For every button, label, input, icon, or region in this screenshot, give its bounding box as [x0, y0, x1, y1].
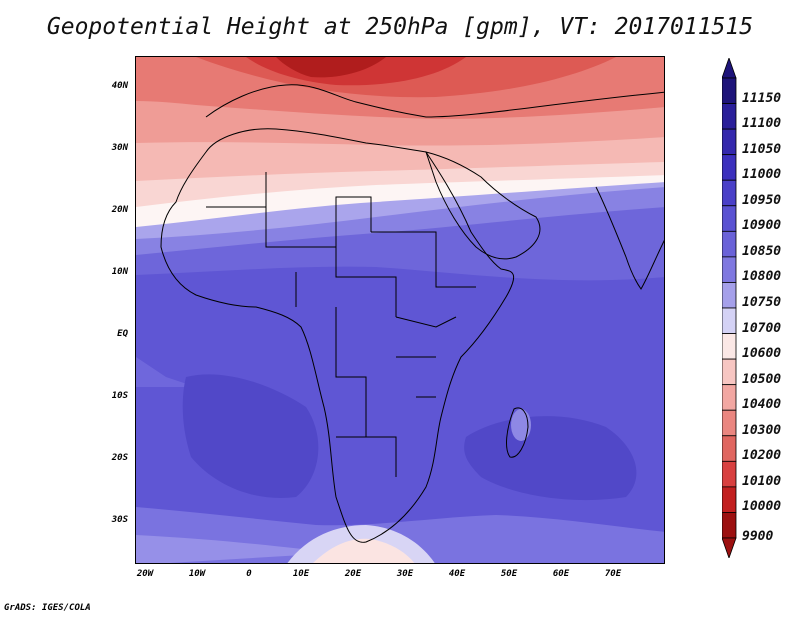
- colorbar-tick-label: 10950: [742, 192, 782, 208]
- colorbar-tick-label: 9900: [742, 529, 774, 544]
- colorbar-tick-label: 10750: [742, 295, 782, 310]
- country-borders: [206, 172, 476, 477]
- madagascar-coastline: [506, 407, 529, 458]
- colorbar-tick-label: 11150: [742, 90, 782, 106]
- plot-title: Geopotential Height at 250hPa [gpm], VT:…: [46, 14, 754, 40]
- lat-label-eq: EQ: [117, 329, 128, 339]
- lat-label-20n: 20N: [111, 205, 128, 215]
- lon-label-50e: 50E: [500, 569, 518, 579]
- lon-label-70e: 70E: [604, 569, 622, 579]
- lon-label-20w: 20W: [136, 569, 154, 579]
- colorbar-swatch: [722, 230, 737, 258]
- lon-label-10w: 10W: [188, 569, 206, 579]
- colorbar-swatch: [722, 384, 737, 411]
- colorbar-swatch: [722, 205, 737, 232]
- colorbar-swatch: [722, 307, 737, 334]
- coastline-layer: [160, 84, 664, 543]
- colorbar: [722, 58, 737, 558]
- colorbar-tick-label: 10850: [742, 243, 782, 259]
- colorbar-swatch: [722, 333, 737, 360]
- footer-credit: GrADS: IGES/COLA: [4, 603, 91, 613]
- field-fill-madagascar: [511, 409, 531, 441]
- colorbar-swatch: [722, 358, 737, 386]
- field-fill-10000: [276, 57, 386, 78]
- colorbar-tick-label: 10400: [742, 397, 782, 413]
- lat-label-40n: 40N: [111, 81, 128, 91]
- colorbar-tick-label: 11000: [742, 167, 782, 183]
- colorbar-swatch: [722, 154, 737, 181]
- colorbar-swatch: [722, 256, 737, 283]
- field-fill-southwest: [136, 357, 196, 387]
- colorbar-tick-label: 10900: [742, 218, 782, 234]
- colorbar-swatch: [722, 128, 737, 156]
- colorbar-tick-label: 10700: [742, 320, 782, 336]
- colorbar-swatch: [722, 77, 737, 104]
- lat-label-30s: 30S: [111, 515, 128, 525]
- lon-label-10e: 10E: [292, 569, 310, 579]
- lon-label-30e: 30E: [396, 569, 414, 579]
- colorbar-swatch: [722, 435, 737, 462]
- colorbar-tick-label: 11100: [742, 116, 782, 132]
- lon-label-20e: 20E: [344, 569, 362, 579]
- map-panel: [135, 56, 665, 564]
- colorbar-swatch: [722, 409, 737, 437]
- height-field-map: [136, 57, 664, 563]
- colorbar-swatch: [722, 103, 737, 130]
- colorbar-tick-label: 10600: [742, 346, 782, 362]
- colorbar-swatch: [722, 282, 737, 309]
- lat-label-10n: 10N: [111, 267, 128, 277]
- lat-label-30n: 30N: [111, 143, 128, 153]
- lon-label-60e: 60E: [552, 569, 570, 579]
- colorbar-tick-label: 10000: [742, 499, 782, 515]
- colorbar-tick-label: 10800: [742, 269, 782, 285]
- colorbar-tick-label: 10300: [742, 422, 782, 438]
- colorbar-tick-label: 10500: [742, 371, 782, 387]
- lat-label-10s: 10S: [111, 391, 128, 401]
- colorbar-swatch: [722, 512, 737, 539]
- colorbar-min-arrow: [722, 537, 737, 558]
- colorbar-swatch: [722, 460, 737, 488]
- lon-label-0: 0: [246, 569, 252, 579]
- colorbar-max-arrow: [722, 58, 737, 79]
- colorbar-tick-label: 10200: [742, 448, 782, 464]
- arabia-coastline: [425, 151, 541, 260]
- field-fill-south-10950: [182, 374, 319, 498]
- colorbar-swatch: [722, 486, 737, 513]
- india-coastline: [595, 186, 664, 290]
- field-fill-south-10700: [313, 538, 415, 563]
- colorbar-tick-label: 10100: [742, 473, 782, 489]
- lon-label-40e: 40E: [448, 569, 466, 579]
- lat-label-20s: 20S: [111, 453, 128, 463]
- europe-coastline: [205, 84, 664, 118]
- field-fill-south-10800: [136, 535, 336, 563]
- colorbar-swatch: [722, 179, 737, 207]
- colorbar-tick-label: 11050: [742, 141, 782, 157]
